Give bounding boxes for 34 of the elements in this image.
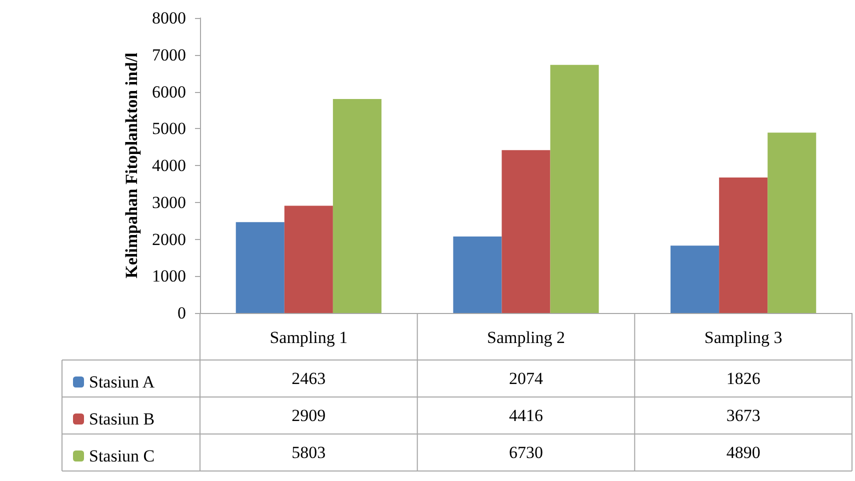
x-tick-label: Sampling 3 [704, 328, 782, 347]
legend-label: Stasiun B [89, 410, 155, 428]
data-label: 2074 [509, 369, 544, 388]
y-tick-label: 4000 [152, 156, 186, 175]
y-axis-title: Kelimpahan Fitoplankton ind/l [122, 52, 141, 278]
y-tick-label: 1000 [152, 266, 186, 286]
data-label: 2909 [292, 406, 326, 425]
bar [768, 132, 816, 313]
y-tick-label: 6000 [152, 82, 186, 102]
bar [332, 99, 382, 313]
x-tick-label: Sampling 1 [270, 328, 348, 347]
y-tick-label: 2000 [152, 230, 186, 249]
data-label: 5803 [292, 443, 326, 462]
bar [550, 64, 599, 313]
data-label: 1826 [726, 369, 760, 388]
bar [236, 222, 284, 313]
y-tick-label: 0 [178, 304, 186, 322]
bar [670, 246, 720, 313]
legend-label: Stasiun A [89, 372, 156, 392]
y-tick-label: 3000 [152, 192, 186, 212]
data-label: 4890 [726, 443, 760, 462]
bar [453, 236, 502, 313]
legend-label: Stasiun C [89, 446, 155, 466]
bar [502, 150, 550, 313]
bar [284, 206, 333, 313]
bar [719, 178, 768, 313]
y-tick-label: 5000 [152, 119, 186, 138]
y-tick-label: 7000 [152, 45, 186, 64]
data-label: 4416 [509, 406, 543, 425]
y-tick-label: 8000 [152, 8, 186, 28]
data-label: 6730 [509, 443, 543, 462]
x-tick-label: Sampling 2 [487, 328, 565, 347]
data-label: 2463 [292, 369, 326, 388]
data-label: 3673 [726, 406, 760, 425]
